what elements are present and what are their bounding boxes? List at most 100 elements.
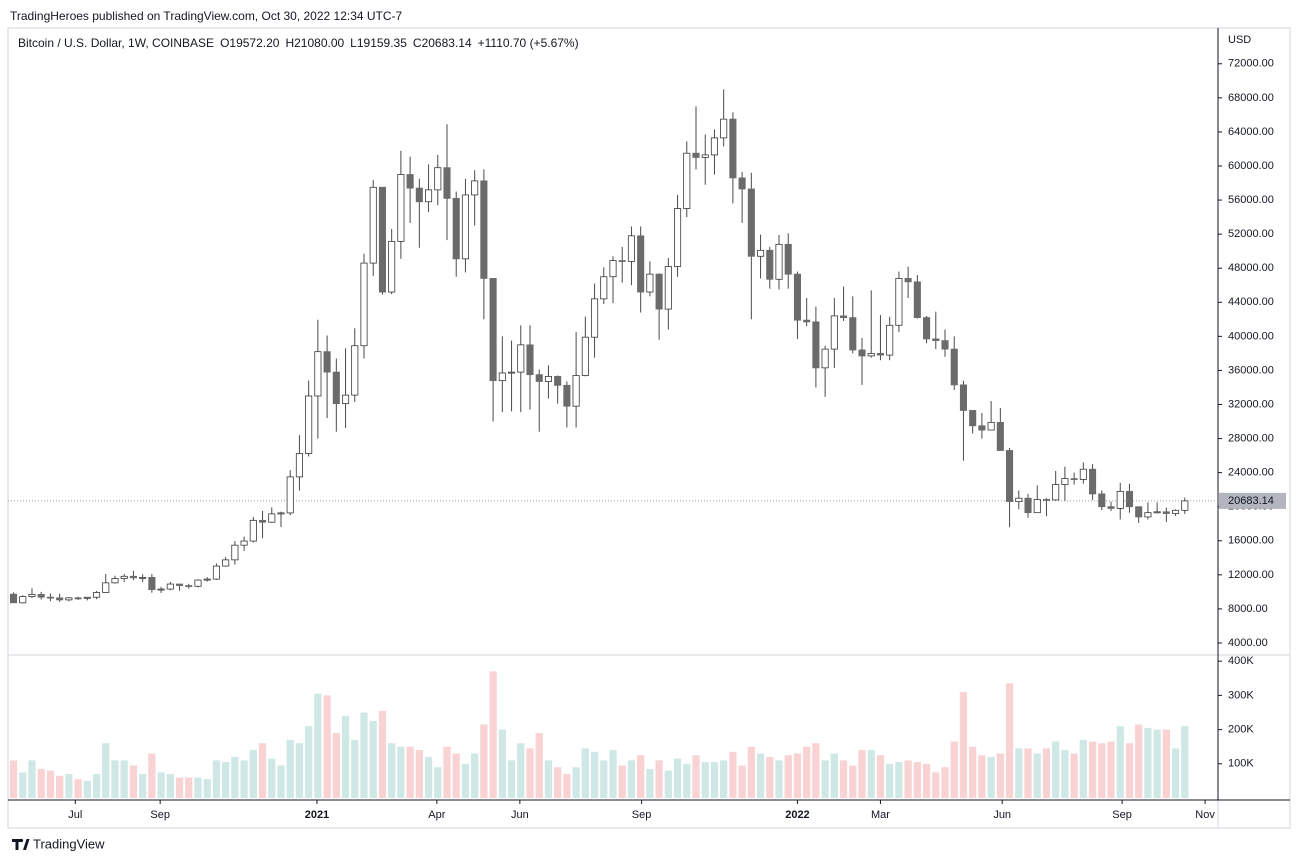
- candle-body: [729, 118, 737, 179]
- candle-body: [1172, 509, 1180, 514]
- change: +1110.70 (+5.67%): [478, 36, 579, 50]
- candle-body: [9, 593, 18, 604]
- candle-body: [766, 249, 774, 280]
- volume-bar: [904, 760, 912, 798]
- volume-bar: [756, 753, 765, 798]
- candle-body: [295, 453, 303, 478]
- ohlc-value: H21080.00: [285, 36, 344, 50]
- candle-body: [978, 425, 986, 431]
- symbol-legend: Bitcoin / U.S. Dollar, 1W, COINBASE O1957…: [18, 36, 579, 50]
- volume-bar: [922, 763, 931, 798]
- volume-bar: [1162, 729, 1170, 798]
- candle-body: [627, 235, 635, 262]
- volume-bar: [996, 753, 1004, 798]
- volume-bar: [240, 760, 248, 798]
- volume-bar: [1144, 727, 1152, 798]
- last-price-label: 20683.14: [1228, 495, 1274, 507]
- volume-bar: [397, 746, 405, 798]
- footer-brand: TradingView: [33, 836, 105, 851]
- volume-bar: [784, 755, 792, 798]
- candle-body: [1098, 493, 1106, 508]
- symbol: Bitcoin / U.S. Dollar, 1W, COINBASE: [18, 36, 214, 50]
- candle-body: [176, 583, 184, 586]
- candle-body: [83, 596, 91, 599]
- volume-bar: [480, 724, 488, 798]
- volume-bar: [821, 760, 829, 798]
- volume-bar: [139, 774, 147, 798]
- candle-body: [443, 167, 451, 199]
- candle-body: [572, 375, 580, 407]
- ohlc-value: C20683.14: [413, 36, 472, 50]
- tradingview-logo: [12, 838, 30, 850]
- candle-body: [923, 317, 931, 340]
- candle-body: [19, 596, 27, 604]
- time-tick-label: 2021: [305, 809, 329, 821]
- volume-bar: [461, 763, 470, 798]
- candle-body: [655, 273, 663, 310]
- candle-body: [821, 348, 829, 369]
- volume-bar: [360, 712, 368, 798]
- candle-body: [618, 260, 626, 262]
- volume-bar: [941, 767, 949, 798]
- candle-body: [46, 596, 54, 599]
- candle-body: [508, 371, 516, 374]
- candle-body: [259, 519, 267, 523]
- price-tick-label: 56000.00: [1228, 194, 1274, 206]
- candle-body: [830, 315, 838, 350]
- volume-bar: [19, 772, 27, 798]
- candle-body: [360, 262, 368, 347]
- volume-bar: [203, 779, 211, 798]
- candle-body: [498, 372, 506, 382]
- volume-bar: [56, 775, 64, 798]
- volume-bar: [1079, 739, 1087, 798]
- volume-bar: [332, 733, 340, 798]
- ohlc-value: O19572.20: [220, 36, 280, 50]
- candle-body: [93, 592, 101, 598]
- volume-bar: [1116, 726, 1124, 798]
- volume-bar: [959, 691, 968, 798]
- volume-bar: [175, 777, 184, 798]
- volume-bar: [987, 756, 995, 798]
- candle-body: [406, 174, 414, 189]
- candle-body: [342, 394, 350, 405]
- candle-body: [1125, 490, 1133, 508]
- candle-body: [222, 559, 230, 567]
- volume-bar: [590, 751, 599, 798]
- price-tick-label: 36000.00: [1228, 364, 1274, 376]
- candle-body: [425, 189, 433, 203]
- candle-body: [1042, 499, 1050, 501]
- volume-bar: [222, 762, 230, 798]
- volume-bar: [314, 693, 322, 798]
- candle-body: [1079, 468, 1087, 480]
- volume-bar: [1171, 748, 1180, 798]
- volume-bar: [1024, 748, 1032, 798]
- candle-body: [1107, 506, 1115, 509]
- volume-bar: [895, 762, 903, 798]
- candle-body: [268, 513, 276, 523]
- volume-tick-label: 200K: [1228, 723, 1254, 735]
- volume-bar: [65, 774, 73, 798]
- candle-body: [858, 349, 866, 357]
- price-tick-label: 16000.00: [1228, 535, 1274, 547]
- candle-body: [129, 575, 137, 579]
- candle-body: [185, 585, 193, 587]
- volume-bar: [388, 743, 396, 798]
- volume-bar: [489, 671, 497, 798]
- candle-body: [212, 565, 220, 580]
- volume-bar: [581, 748, 589, 798]
- candle-body: [526, 344, 534, 376]
- time-tick-label: Sep: [150, 809, 170, 821]
- volume-bar: [563, 774, 571, 798]
- candle-body: [56, 597, 64, 601]
- candle-body: [969, 410, 977, 427]
- volume-bar: [839, 760, 848, 798]
- candle-body: [738, 177, 746, 190]
- candle-body: [563, 384, 571, 407]
- volume-bar: [775, 760, 783, 798]
- candle-body: [646, 273, 654, 293]
- candle-body: [120, 575, 128, 579]
- candle-body: [913, 281, 921, 319]
- volume-bar: [664, 770, 672, 798]
- volume-bar: [1015, 748, 1023, 798]
- candle-body: [950, 348, 958, 386]
